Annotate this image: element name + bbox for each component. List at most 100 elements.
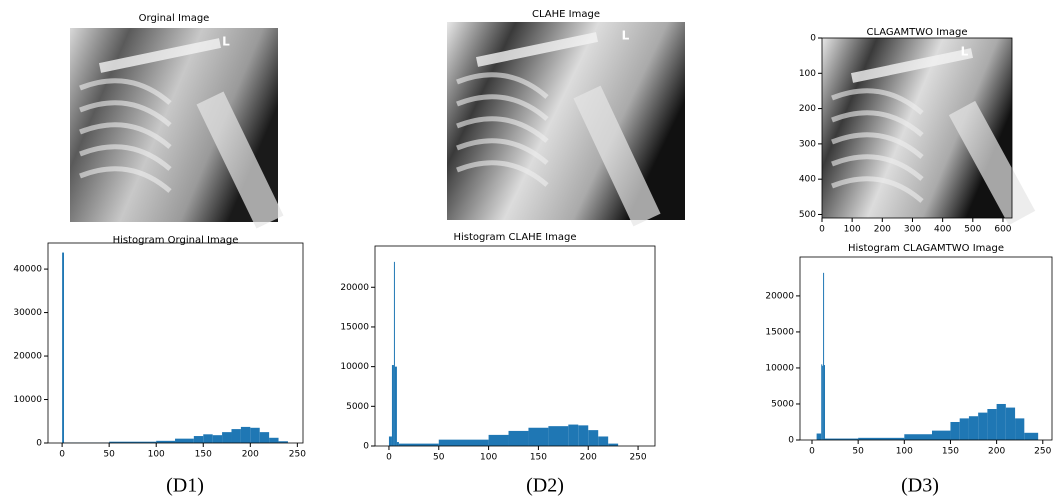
histogram-bar: [212, 435, 223, 443]
histogram-bar: [388, 436, 392, 446]
histogram-bar: [823, 272, 825, 440]
rib: [456, 138, 549, 165]
histogram-bar: [488, 434, 509, 446]
histogram-bar: [222, 432, 232, 443]
rib: [831, 88, 924, 115]
image-label: L: [961, 45, 969, 59]
y-tick-label: 5000: [346, 402, 369, 412]
x-tick-label: 50: [433, 453, 445, 463]
histogram-bar: [394, 366, 397, 446]
histogram-bar: [240, 426, 251, 443]
x-tick-label: 200: [874, 225, 891, 235]
histogram-bar: [508, 430, 529, 446]
y-tick-label: 0: [810, 34, 816, 44]
x-tick-label: 250: [629, 453, 646, 463]
rib: [831, 110, 924, 137]
rib: [456, 72, 549, 99]
histogram-bar: [950, 421, 960, 440]
y-tick-label: 15000: [340, 322, 369, 332]
y-tick-label: 300: [799, 139, 816, 149]
histogram-bar: [858, 437, 905, 440]
histogram-bar: [548, 426, 569, 446]
histogram-bar: [278, 441, 288, 443]
rib: [831, 132, 924, 159]
histogram-bar: [438, 439, 489, 446]
rib: [456, 160, 549, 187]
histogram-bar: [250, 427, 260, 443]
rib: [79, 122, 172, 149]
histogram-bar: [568, 424, 579, 446]
x-tick-label: 150: [530, 453, 547, 463]
x-tick-label: 50: [852, 447, 864, 457]
x-tick-label: 200: [242, 450, 259, 460]
x-tick-label: 600: [994, 225, 1011, 235]
histogram-bar: [598, 436, 609, 446]
histogram-bar: [528, 427, 549, 446]
y-tick-label: 20000: [13, 352, 42, 362]
y-tick-label: 500: [799, 210, 816, 220]
histogram-bar: [987, 409, 997, 440]
histogram-bar: [398, 443, 439, 446]
y-tick-label: 10000: [765, 363, 794, 373]
histogram-bar: [396, 442, 399, 446]
bone: [196, 91, 284, 229]
histogram-bar: [1015, 418, 1025, 440]
y-tick-label: 5000: [771, 399, 794, 409]
x-tick-label: 0: [386, 453, 392, 463]
chart-title: Histogram Orginal Image: [113, 235, 239, 246]
x-tick-label: 100: [148, 450, 165, 460]
chart-title: Histogram CLAHE Image: [453, 232, 576, 243]
y-tick-label: 100: [799, 69, 816, 79]
x-tick-label: 300: [904, 225, 921, 235]
histogram-bar: [968, 416, 979, 440]
x-tick-label: 0: [59, 450, 65, 460]
y-tick-label: 15000: [765, 327, 794, 337]
x-tick-label: 100: [844, 225, 861, 235]
y-tick-label: 200: [799, 104, 816, 114]
histogram-bar: [1005, 407, 1016, 440]
y-tick-label: 10000: [13, 395, 42, 405]
histogram-bar: [1024, 432, 1039, 440]
x-tick-label: 50: [103, 450, 115, 460]
y-tick-label: 400: [799, 175, 816, 185]
rib: [456, 116, 549, 143]
histogram-bar: [904, 434, 932, 440]
x-tick-label: 500: [964, 225, 981, 235]
axes-frame: [47, 242, 304, 444]
rib: [79, 144, 172, 171]
bone: [850, 48, 974, 83]
y-tick-label: 0: [363, 442, 369, 452]
histogram-bar: [978, 412, 988, 440]
histogram-bar: [816, 433, 822, 440]
rib: [831, 176, 924, 203]
x-tick-label: 100: [480, 453, 497, 463]
histogram-bar: [175, 438, 194, 443]
bone: [573, 85, 661, 227]
rib: [456, 94, 549, 121]
rib: [79, 78, 172, 105]
histogram-bar: [259, 432, 270, 443]
x-tick-label: 200: [580, 453, 597, 463]
histogram-bar: [822, 365, 824, 440]
histogram-bar: [62, 252, 64, 443]
y-tick-label: 0: [36, 439, 42, 449]
axes-frame: [799, 256, 1053, 441]
histogram-bar: [932, 430, 951, 440]
y-tick-label: 10000: [340, 362, 369, 372]
x-tick-label: 0: [819, 225, 825, 235]
histogram-bar: [391, 365, 394, 446]
x-tick-label: 150: [195, 450, 212, 460]
histogram-bar: [608, 443, 619, 446]
image-label: L: [222, 35, 230, 49]
chart-title: Orginal Image: [139, 13, 210, 24]
bone: [98, 38, 222, 73]
x-tick-label: 400: [934, 225, 951, 235]
y-tick-label: 20000: [765, 291, 794, 301]
rib: [79, 100, 172, 127]
histogram-bar: [231, 429, 241, 443]
histogram-bar: [824, 365, 825, 440]
chart-title: CLAGAMTWO Image: [866, 27, 967, 38]
axes-frame: [821, 37, 1013, 219]
caption: (D3): [901, 475, 939, 497]
